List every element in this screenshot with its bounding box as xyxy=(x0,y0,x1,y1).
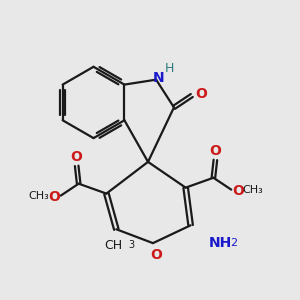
Text: O: O xyxy=(150,248,162,262)
Text: H: H xyxy=(164,62,174,75)
Text: O: O xyxy=(71,150,82,164)
Text: 3: 3 xyxy=(128,240,134,250)
Text: 2: 2 xyxy=(230,238,237,248)
Text: CH₃: CH₃ xyxy=(243,184,263,195)
Text: N: N xyxy=(152,71,164,85)
Text: NH: NH xyxy=(208,236,232,250)
Text: O: O xyxy=(48,190,60,204)
Text: O: O xyxy=(209,144,221,158)
Text: O: O xyxy=(195,86,207,100)
Text: CH₃: CH₃ xyxy=(29,190,50,201)
Text: O: O xyxy=(232,184,244,198)
Text: CH: CH xyxy=(104,238,122,252)
